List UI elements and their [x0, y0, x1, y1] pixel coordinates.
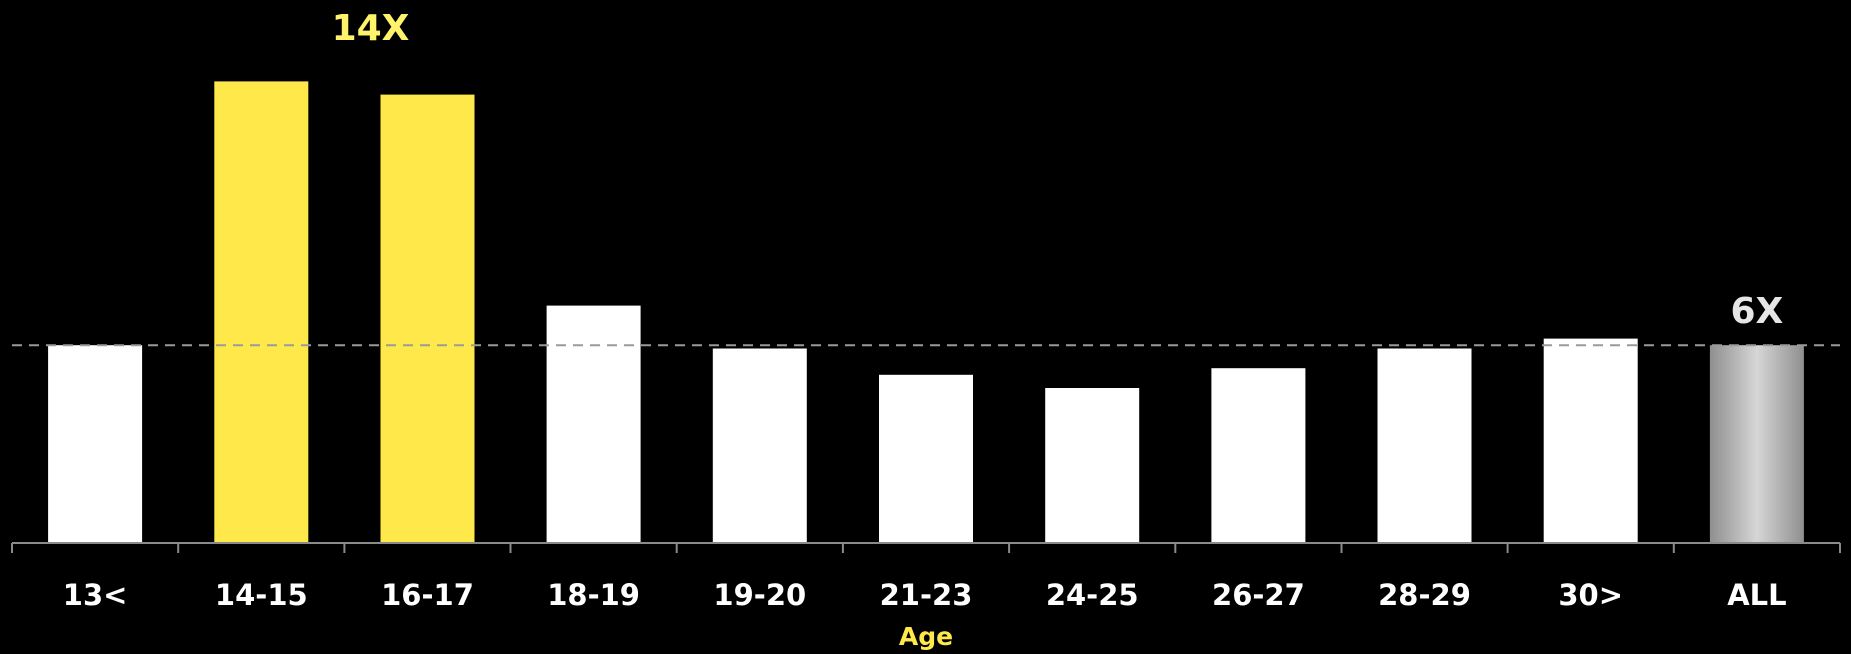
tick-label: 19-20	[713, 578, 806, 612]
bar-26-27	[1211, 368, 1306, 543]
bar-16-17	[380, 94, 475, 543]
bar-24-25	[1045, 388, 1140, 543]
tick-labels-group: 13< 14-15 16-17 18-19 19-20 21-23 24-25 26-27 28…	[63, 578, 1787, 612]
bar-18-19	[546, 305, 641, 543]
x-axis-title: Age	[899, 622, 953, 651]
tick-label: 21-23	[880, 578, 973, 612]
tick-label: ALL	[1727, 578, 1786, 612]
bars-group	[48, 81, 1804, 544]
tick-label: 16-17	[381, 578, 474, 612]
tick-label: 24-25	[1046, 578, 1139, 612]
bar-21-23	[879, 374, 973, 543]
data-labels-group: 14X 6X	[332, 8, 1784, 332]
tick-label: 18-19	[547, 578, 640, 612]
tick-label: 28-29	[1378, 578, 1471, 612]
tick-label: 30>	[1558, 578, 1623, 612]
bar-19-20	[712, 348, 807, 543]
tick-label: 14-15	[215, 578, 308, 612]
axis-ticks-group	[11, 543, 1841, 553]
data-label-16-17: 14X	[332, 8, 410, 49]
data-label-all: 6X	[1730, 291, 1783, 332]
tick-label: 13<	[63, 578, 128, 612]
bar-28-29	[1377, 348, 1472, 543]
tick-label: 26-27	[1212, 578, 1305, 612]
bar-all	[1709, 345, 1804, 543]
bar-13-	[48, 345, 143, 543]
bar-14-15	[214, 81, 309, 544]
bar-30-	[1543, 338, 1638, 543]
